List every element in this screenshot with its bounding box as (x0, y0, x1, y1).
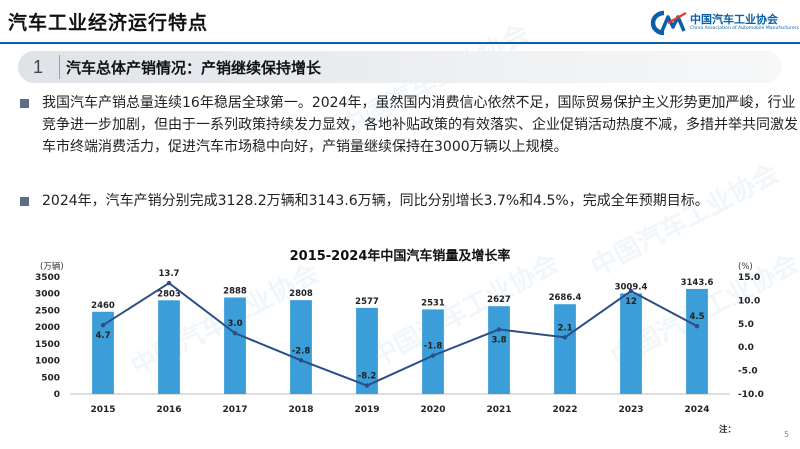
chart-note: 注： (719, 425, 737, 435)
right-tick-label: 5.0 (738, 320, 754, 330)
growth-rate-label: -2.8 (292, 346, 311, 356)
caam-logo-icon (650, 10, 687, 36)
sales-chart-svg: 2015-2024年中国汽车销量及增长率 (万辆) (%) 0 500 1000 1500 2… (35, 248, 764, 415)
bar (290, 300, 312, 394)
growth-rate-label: 2.1 (557, 323, 572, 333)
bar-value-label: 2686.4 (549, 293, 582, 303)
bar (422, 309, 444, 394)
bar (686, 288, 708, 394)
logo-text-en: China Association of Automobile Manufact… (690, 26, 799, 31)
caam-logo: 中国汽车工业协会 China Association of Automobile… (648, 9, 799, 37)
x-tick-label: 2020 (420, 405, 445, 415)
sales-chart: 2015-2024年中国汽车销量及增长率 (万辆) (%) 0 500 1000 1500 2… (0, 240, 800, 449)
slide-title: 汽车工业经济运行特点 (8, 12, 209, 34)
right-tick-label: 15.0 (738, 273, 760, 283)
bar-value-label: 2808 (289, 289, 313, 299)
x-tick-label: 2021 (486, 405, 511, 415)
slide-header: 汽车工业经济运行特点 中国汽车工业协会 China Association of… (0, 0, 800, 44)
bullet-square-icon (20, 99, 29, 108)
left-tick-label: 3500 (35, 273, 60, 283)
growth-rate-line (102, 281, 698, 387)
section-number: 1 (32, 56, 43, 77)
bar (554, 304, 576, 394)
x-tick-label: 2022 (552, 405, 577, 415)
bar-value-label: 3143.6 (681, 278, 714, 288)
growth-rate-point (562, 335, 568, 340)
growth-rate-label: 3.8 (491, 335, 506, 345)
section-divider (59, 55, 60, 79)
left-tick-label: 3000 (35, 290, 60, 300)
logo-text-cn: 中国汽车工业协会 (690, 13, 778, 26)
bar-value-label: 2577 (355, 297, 379, 307)
growth-rate-point (166, 280, 172, 286)
header-divider (0, 42, 800, 44)
bar (158, 300, 180, 394)
left-tick-label: 500 (41, 373, 60, 383)
growth-rate-label: -1.8 (424, 342, 443, 352)
bar (620, 293, 642, 394)
bar (488, 306, 510, 394)
paragraph-text: 2024年，汽车产销分别完成3128.2万辆和3143.6万辆，同比分别增长3.… (42, 193, 709, 209)
right-tick-label: -10.0 (738, 390, 764, 400)
growth-rate-point (364, 383, 370, 388)
growth-rate-label: -8.2 (358, 372, 377, 382)
x-tick-label: 2019 (354, 405, 379, 415)
growth-rate-label: 12 (625, 297, 637, 307)
left-tick-label: 1000 (35, 357, 60, 367)
growth-rate-point (628, 288, 634, 294)
growth-rate-label: 3.0 (227, 319, 242, 329)
left-tick-label: 1500 (35, 340, 60, 350)
bullet-square-icon (20, 197, 29, 206)
growth-rate-point (496, 327, 502, 332)
bar-value-label: 2888 (223, 286, 247, 296)
right-tick-label: 0.0 (738, 343, 754, 353)
growth-rate-point (298, 358, 304, 363)
bar (224, 297, 246, 394)
bar (92, 311, 114, 394)
section-title: 汽车总体产销情况：产销继续保持增长 (66, 59, 322, 77)
right-tick-label: -5.0 (738, 367, 758, 377)
left-tick-label: 2000 (35, 323, 60, 333)
page-number: 5 (784, 430, 790, 439)
left-tick-label: 2500 (35, 306, 60, 316)
x-tick-label: 2016 (156, 405, 181, 415)
growth-rate-point (232, 330, 238, 336)
x-tick-label: 2018 (288, 405, 313, 415)
bar-value-label: 3009.4 (615, 282, 648, 292)
growth-rate-point (100, 323, 106, 328)
x-tick-label: 2023 (618, 405, 643, 415)
bar (356, 307, 378, 394)
growth-rate-label: 4.7 (95, 331, 110, 341)
bar-value-label: 2627 (487, 295, 511, 305)
section-bar (18, 51, 782, 83)
right-tick-label: 10.0 (738, 296, 760, 306)
paragraph-text: 我国汽车产销总量连续16年稳居全球第一。2024年，虽然国内消费信心依然不足，国… (42, 95, 798, 155)
growth-rate-label: 4.5 (689, 312, 704, 322)
bar-value-label: 2460 (91, 301, 115, 311)
chart-title: 2015-2024年中国汽车销量及增长率 (290, 248, 511, 264)
x-tick-label: 2015 (90, 405, 115, 415)
bar-value-label: 2803 (157, 289, 181, 299)
growth-rate-point (694, 323, 700, 329)
x-tick-label: 2024 (684, 405, 709, 415)
left-tick-label: 0 (54, 390, 60, 400)
growth-rate-label: 13.7 (159, 269, 180, 279)
right-axis-unit: (%) (738, 262, 753, 272)
x-tick-label: 2017 (222, 405, 247, 415)
left-axis-unit: (万辆) (40, 261, 64, 272)
growth-rate-point (430, 353, 436, 358)
bar-value-label: 2531 (421, 298, 445, 308)
